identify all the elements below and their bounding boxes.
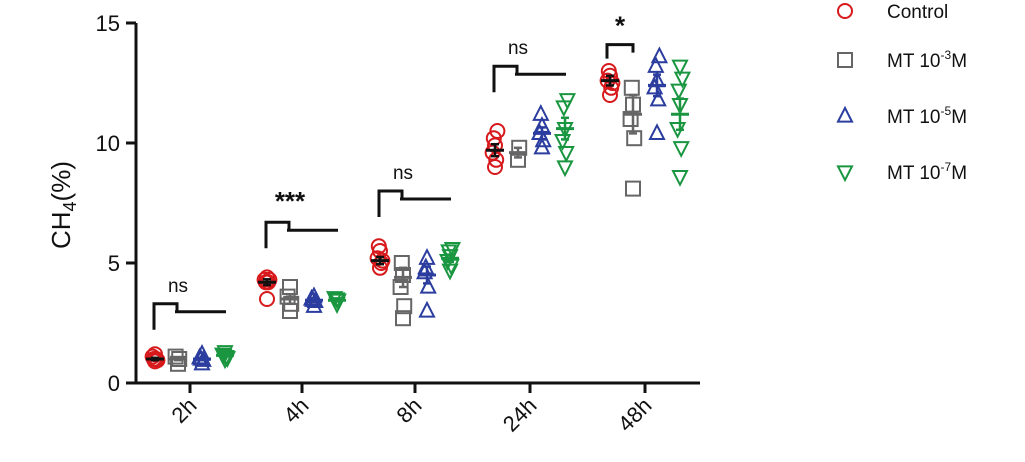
x-tick-label: 8h: [392, 393, 427, 428]
bracket-line: [492, 64, 519, 93]
bracket-line: [377, 189, 404, 217]
significance-label: ns: [508, 38, 528, 59]
y-tick-label: 0: [108, 371, 120, 396]
legend-label-tail: M: [951, 107, 967, 128]
significance-label: ***: [275, 186, 306, 216]
y-tick-label: 15: [96, 11, 120, 36]
data-point: [396, 298, 413, 315]
data-point: [670, 83, 688, 101]
x-tick-label: 48h: [613, 393, 657, 437]
legend-label: MT 10-7M: [887, 160, 967, 184]
significance-bracket: ns: [377, 163, 451, 217]
significance-bracket: ns: [152, 276, 226, 330]
data-point: [370, 238, 387, 255]
data-points: [144, 46, 692, 372]
y-tick-label: 5: [108, 251, 120, 276]
legend-label: MT 10-3M: [887, 48, 967, 72]
significance-label: ns: [168, 276, 188, 297]
data-point: [532, 103, 550, 121]
x-tick-label: 4h: [279, 393, 314, 428]
significance-label: *: [615, 11, 626, 41]
data-point: [647, 55, 665, 73]
data-point: [553, 133, 572, 151]
data-point: [836, 105, 854, 123]
data-point: [649, 89, 667, 107]
data-point: [395, 310, 411, 327]
significance-bracket: ns: [492, 38, 566, 93]
y-axis-title: CH4(%): [46, 161, 80, 249]
y-axis-title-main: CH: [46, 211, 76, 249]
data-point: [837, 3, 853, 19]
legend-label-main: MT 10: [887, 51, 941, 72]
legend-label-sup: -7: [941, 160, 952, 174]
data-point: [489, 123, 506, 139]
legend-label-sup: -3: [941, 48, 952, 62]
data-point: [837, 52, 853, 68]
x-tick-label: 2h: [167, 393, 202, 428]
legend-label: Control: [887, 2, 948, 23]
x-tick-label: 24h: [498, 393, 542, 437]
data-point: [259, 291, 275, 307]
data-point: [836, 165, 854, 183]
data-point: [650, 46, 669, 64]
bracket-line: [264, 220, 291, 249]
legend-label-tail: M: [951, 163, 967, 184]
legend-label-main: MT 10: [887, 163, 941, 184]
significance-brackets: ns *** ns ns *: [152, 11, 635, 330]
legend-entry: Control: [837, 2, 948, 23]
legend-entry: MT 10-5M: [836, 104, 967, 128]
data-point: [556, 160, 574, 178]
data-point: [673, 71, 692, 89]
data-point: [625, 180, 641, 197]
bracket-line: [605, 43, 635, 59]
significance-bracket: ***: [264, 186, 338, 249]
significance-bracket: *: [605, 11, 635, 59]
data-point: [648, 123, 666, 141]
x-axis-ticks: 2h 4h 8h 24h 48h: [167, 383, 657, 436]
error-bars: [146, 73, 689, 362]
data-point: [167, 348, 184, 365]
data-point: [419, 276, 437, 294]
legend-entry: MT 10-3M: [837, 48, 967, 72]
data-point: [218, 351, 237, 369]
legend-label-main: Control: [887, 2, 948, 23]
bracket-line: [152, 302, 179, 330]
y-tick-label: 10: [96, 131, 120, 156]
y-axis-ticks: 0 5 10 15: [96, 11, 136, 396]
legend-label-main: MT 10: [887, 107, 941, 128]
legend-label-tail: M: [951, 51, 967, 72]
y-axis-title-rest: (%): [46, 161, 76, 201]
data-point: [623, 79, 640, 96]
data-point: [443, 241, 462, 259]
data-point: [392, 279, 409, 295]
data-point: [261, 271, 278, 288]
data-point: [440, 244, 458, 262]
axes: [134, 23, 700, 385]
data-point: [557, 145, 575, 163]
data-point: [671, 59, 689, 77]
legend-label-sup: -5: [941, 104, 952, 118]
legend-label: MT 10-5M: [887, 104, 967, 128]
data-point: [671, 169, 689, 187]
legend-entry: MT 10-7M: [836, 160, 967, 184]
y-axis-title-sub: 4: [60, 201, 80, 211]
significance-label: ns: [393, 163, 413, 184]
data-point: [672, 141, 690, 159]
data-point: [418, 300, 436, 318]
data-point: [558, 93, 577, 111]
